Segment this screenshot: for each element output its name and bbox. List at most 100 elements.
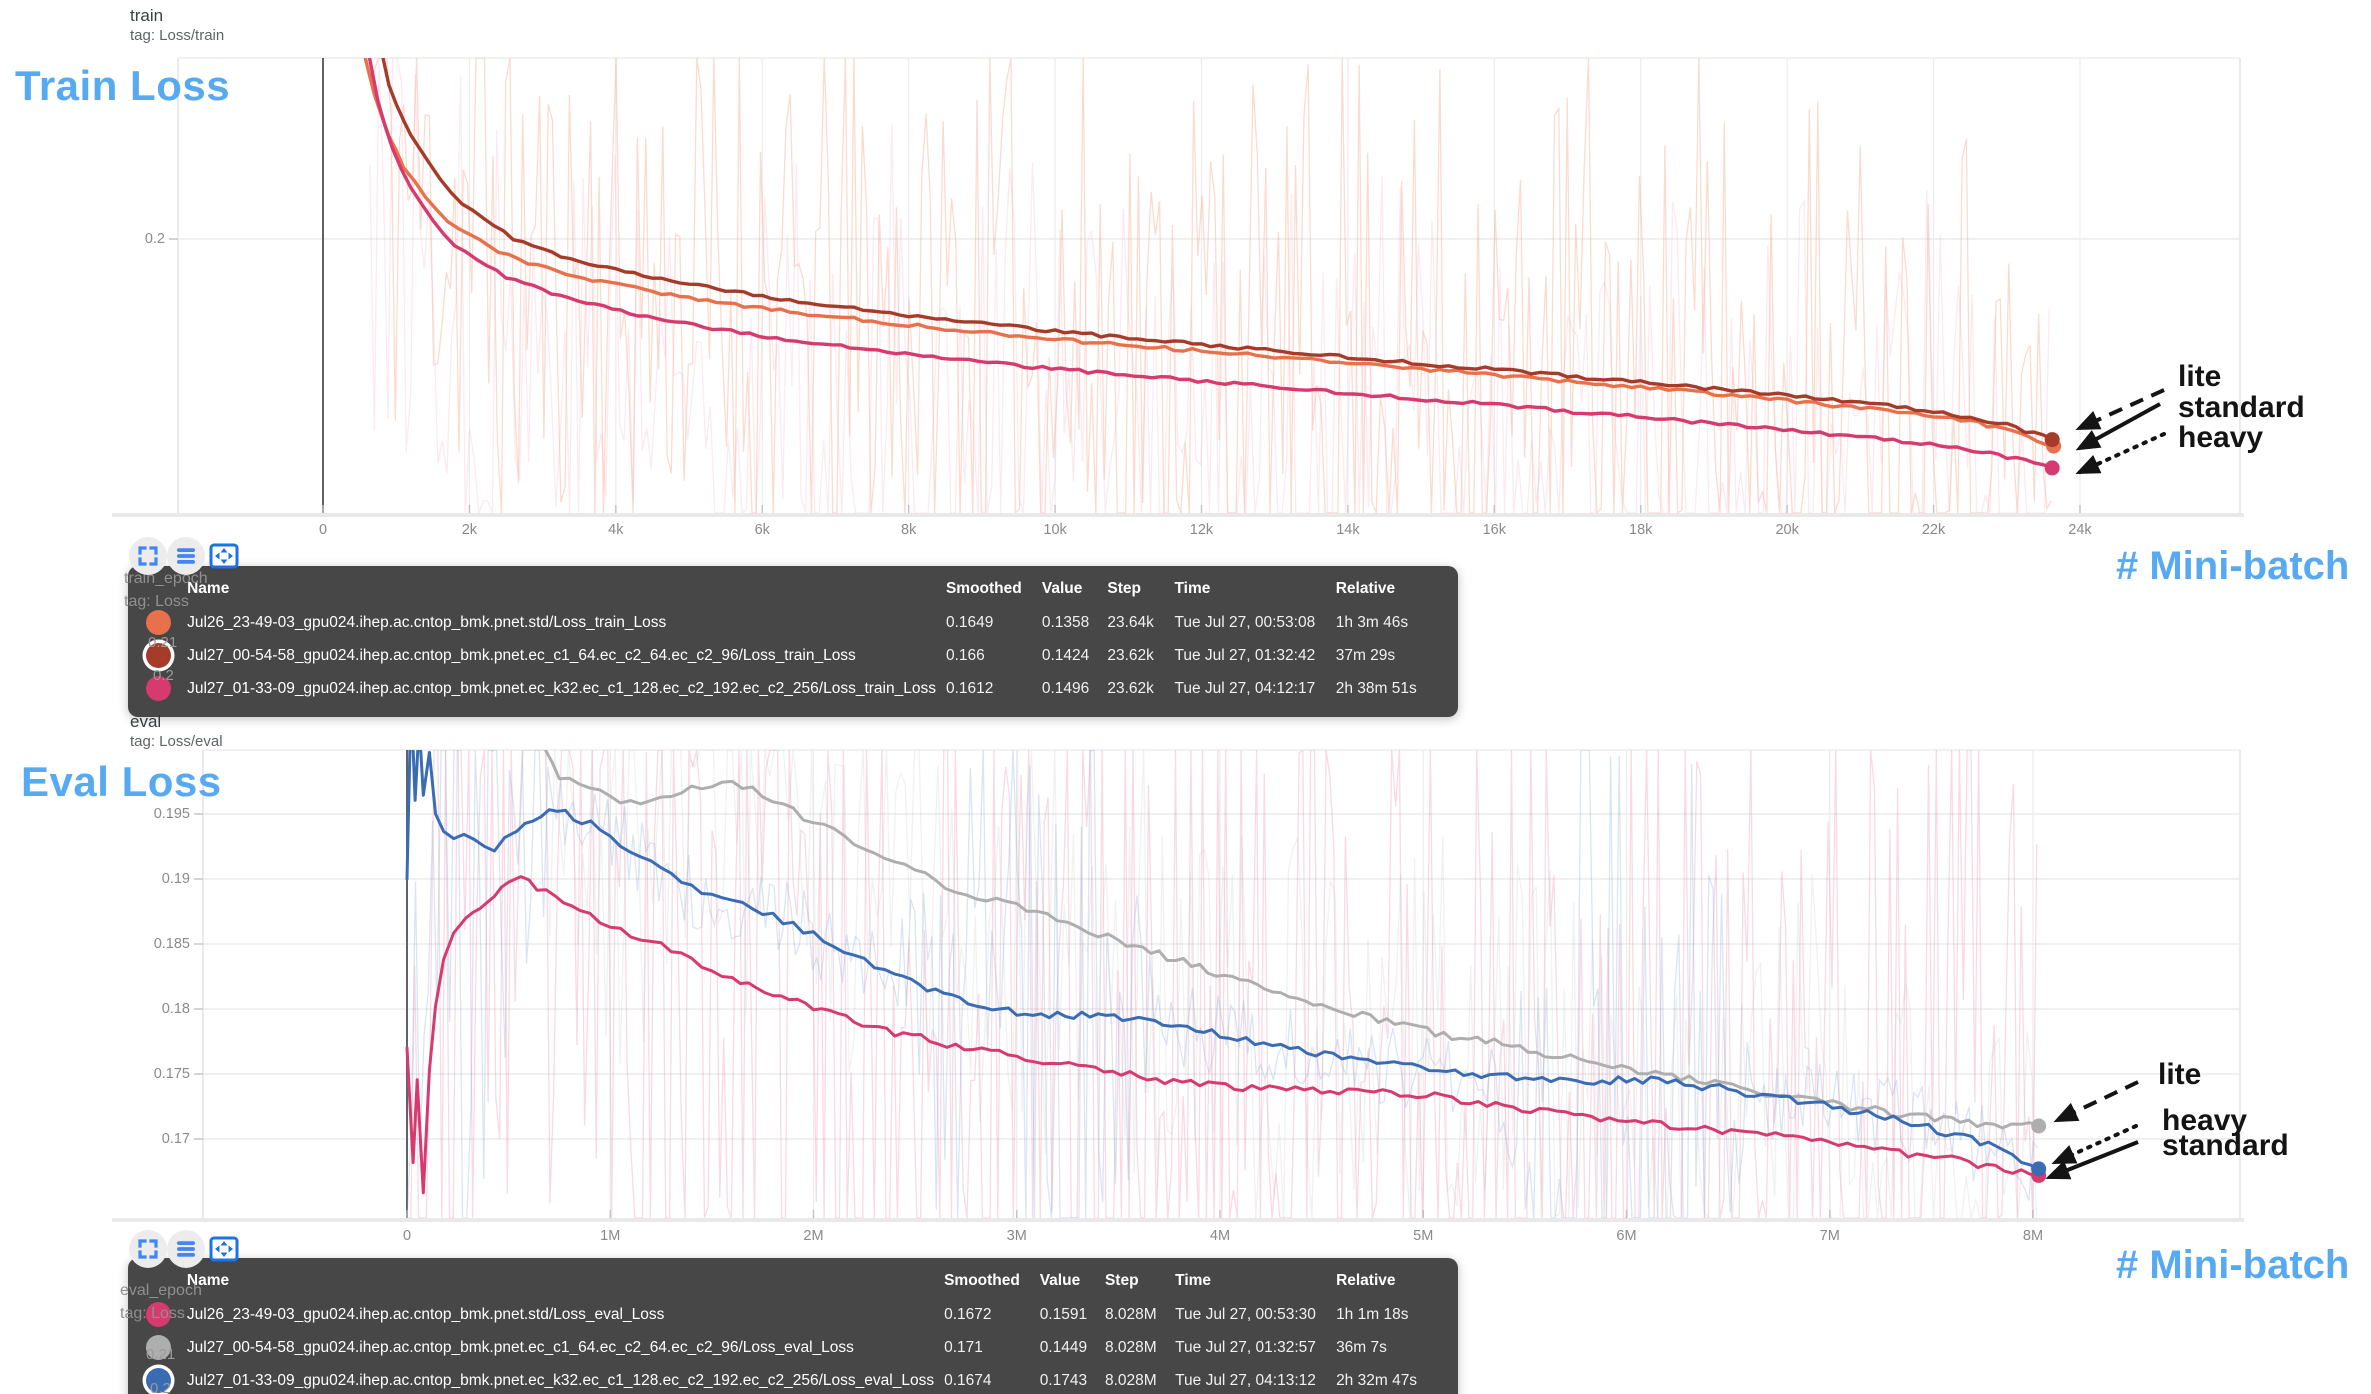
hidden-train-ytick-021: 0.21: [148, 634, 178, 651]
x-tick-label: 4M: [1209, 1228, 1231, 1244]
eval-chart-plot-area[interactable]: [203, 750, 2240, 1218]
x-tick-label: 1M: [600, 1228, 621, 1244]
eval-menu-icon[interactable]: [166, 1229, 206, 1269]
x-tick-label: 4k: [608, 522, 624, 538]
tooltip-header-row: Name Smoothed Value Step Time Relative: [146, 1270, 1440, 1298]
eval-tooltip-table: Name Smoothed Value Step Time Relative J…: [146, 1270, 1440, 1394]
run-value: 0.1358: [1041, 613, 1090, 631]
eval-tooltip: Name Smoothed Value Step Time Relative J…: [128, 1258, 1458, 1394]
smoothed-series-line: [405, 875, 2041, 1195]
run-smoothed: 0.171: [944, 1338, 983, 1356]
hidden-train-epoch-tag: tag: Loss: [124, 593, 189, 610]
eval-expand-card-icon[interactable]: [128, 1229, 168, 1269]
train-chart-plot-area[interactable]: [178, 58, 2240, 513]
hidden-eval-ytick-021: 0.21: [146, 1346, 176, 1363]
smoothed-series-line: [363, 58, 2056, 448]
run-value: 0.1591: [1039, 1305, 1088, 1323]
run-step: 8.028M: [1104, 1305, 1157, 1323]
x-tick-label: 3M: [1006, 1228, 1027, 1244]
run-relative: 37m 29s: [1335, 646, 1396, 664]
train-card-title: train: [130, 6, 164, 25]
x-tick-label: 18k: [1629, 522, 1653, 538]
run-relative: 2h 32m 47s: [1336, 1371, 1418, 1389]
annotation-arrow-solid: [2075, 402, 2161, 451]
tooltip-row: Jul27_00-54-58_gpu024.ihep.ac.cntop_bmk.…: [146, 1331, 1440, 1364]
x-tick-label: 5M: [1413, 1228, 1434, 1244]
eval-annotation-lite: lite: [2158, 1058, 2202, 1091]
hidden-eval-ytick-02: 0.2: [150, 1380, 171, 1394]
series-end-dot: [2044, 432, 2060, 448]
train-chart-group: [112, 57, 2244, 517]
run-time: Tue Jul 27, 04:12:17: [1174, 679, 1316, 697]
raw-data-trace: [369, 58, 2050, 513]
x-tick-label: 2M: [803, 1228, 824, 1244]
run-value: 0.1743: [1039, 1371, 1088, 1389]
x-tick-label: 0: [402, 1228, 412, 1244]
run-time: Tue Jul 27, 04:13:12: [1175, 1371, 1316, 1389]
x-tick-label: 14k: [1336, 522, 1360, 538]
annotation-arrow-solid: [2045, 1140, 2139, 1180]
run-name: Jul26_23-49-03_gpu024.ihep.ac.cntop_bmk.…: [187, 613, 667, 631]
x-tick-label: 6M: [1616, 1228, 1637, 1244]
eval-loss-label: Eval Loss: [21, 758, 222, 805]
train-expand-card-icon[interactable]: [128, 536, 168, 576]
tooltip-header-smoothed: Smoothed: [945, 580, 1022, 597]
x-tick-label: 20k: [1775, 522, 1799, 538]
train-loss-label: Train Loss: [15, 62, 231, 109]
y-tick-label: 0.195: [153, 806, 190, 822]
y-tick-label: 0.185: [153, 936, 190, 952]
tooltip-header-step: Step: [1104, 1272, 1139, 1289]
run-value: 0.1449: [1039, 1338, 1088, 1356]
run-smoothed: 0.1672: [944, 1305, 992, 1323]
tooltip-row: Jul27_00-54-58_gpu024.ihep.ac.cntop_bmk.…: [146, 639, 1440, 672]
annotation-arrow-dashed: [2053, 1080, 2139, 1123]
run-time: Tue Jul 27, 00:53:08: [1174, 613, 1316, 631]
eval-plot-layer: [405, 750, 2041, 1218]
smoothed-series-line: [381, 58, 2054, 442]
y-tick-label: 0.19: [161, 871, 190, 887]
run-color-swatch: [146, 1335, 171, 1360]
tooltip-header-smoothed: Smoothed: [944, 1272, 1020, 1289]
x-tick-label: 8M: [2022, 1228, 2044, 1244]
x-tick-label: 8k: [900, 522, 917, 538]
series-end-dot: [2031, 1161, 2047, 1177]
x-tick-label: 10k: [1043, 522, 1067, 538]
series-end-dot: [2044, 460, 2060, 476]
smoothed-series-line: [367, 58, 2054, 470]
tooltip-header-relative: Relative: [1336, 1272, 1396, 1289]
run-color-swatch: [146, 643, 171, 668]
train-fit-domain-icon[interactable]: [204, 536, 244, 576]
run-time: Tue Jul 27, 01:32:57: [1175, 1338, 1316, 1356]
x-tick-label: 24k: [2068, 522, 2092, 538]
annotation-arrow-dashed: [2075, 388, 2165, 431]
series-end-dot: [2031, 1118, 2047, 1134]
tooltip-header-value: Value: [1041, 580, 1083, 597]
x-tick-label: 22k: [1921, 522, 1946, 538]
tooltip-header-step: Step: [1107, 580, 1141, 597]
train-annotation-lite: lite: [2178, 360, 2222, 393]
tooltip-header-relative: Relative: [1335, 580, 1396, 597]
eval-xaxis-label: # Mini-batch: [2116, 1243, 2350, 1287]
run-step: 23.64k: [1107, 613, 1154, 631]
y-tick-label: 0.2: [144, 231, 165, 247]
run-color-swatch: [146, 610, 171, 635]
run-relative: 36m 7s: [1336, 1338, 1387, 1356]
raw-data-trace: [544, 750, 2038, 1218]
tooltip-header-name: Name: [186, 1272, 230, 1289]
run-step: 23.62k: [1107, 679, 1154, 697]
run-name: Jul26_23-49-03_gpu024.ihep.ac.cntop_bmk.…: [186, 1305, 665, 1323]
raw-data-trace: [407, 750, 2038, 1218]
tooltip-row: Jul27_01-33-09_gpu024.ihep.ac.cntop_bmk.…: [146, 672, 1440, 705]
run-smoothed: 0.1674: [944, 1371, 992, 1389]
run-value: 0.1424: [1041, 646, 1090, 664]
run-name: Jul27_00-54-58_gpu024.ihep.ac.cntop_bmk.…: [187, 646, 856, 664]
eval-fit-domain-icon[interactable]: [204, 1229, 244, 1269]
run-time: Tue Jul 27, 00:53:30: [1175, 1305, 1316, 1323]
eval-chart-group: [112, 749, 2244, 1222]
hidden-eval-epoch-title: eval_epoch: [120, 1282, 202, 1299]
tooltip-header-name: Name: [187, 580, 230, 597]
y-tick-label: 0.17: [161, 1131, 190, 1147]
train-menu-icon[interactable]: [166, 536, 206, 576]
x-tick-label: 2k: [461, 522, 478, 538]
train-annotation-standard: standard: [2178, 391, 2305, 424]
